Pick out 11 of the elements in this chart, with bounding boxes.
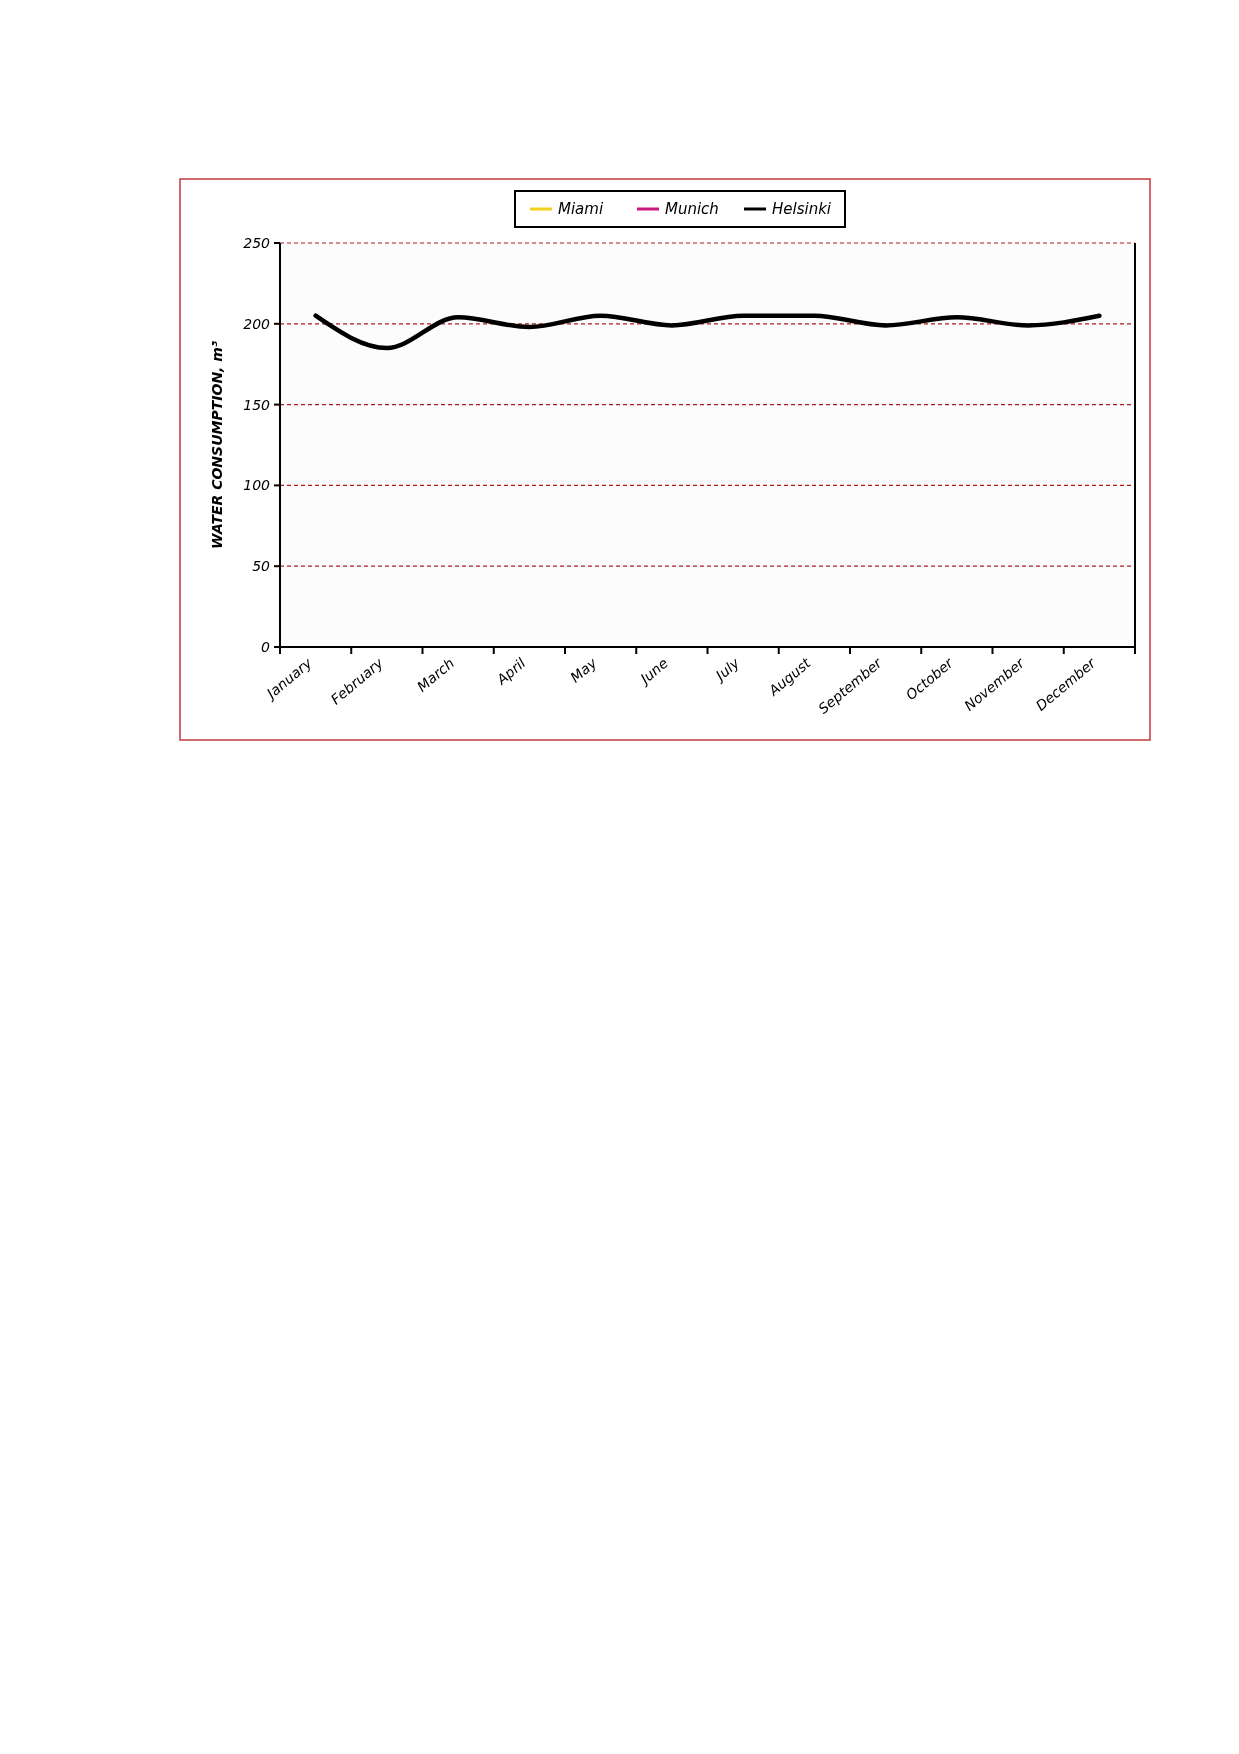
line-series <box>313 313 1102 351</box>
y-tick-label: 200 <box>243 315 271 332</box>
y-axis-title: WATER CONSUMPTION, m³ <box>209 340 225 550</box>
legend-label: Miami <box>558 200 604 219</box>
y-tick-label: 250 <box>243 234 271 251</box>
legend-label: Helsinki <box>772 200 832 219</box>
legend-label: Munich <box>665 200 719 219</box>
y-tick-label: 150 <box>243 396 271 413</box>
y-tick-label: 100 <box>243 477 271 494</box>
y-tick-label: 0 <box>261 638 271 655</box>
y-tick-label: 50 <box>252 558 271 575</box>
